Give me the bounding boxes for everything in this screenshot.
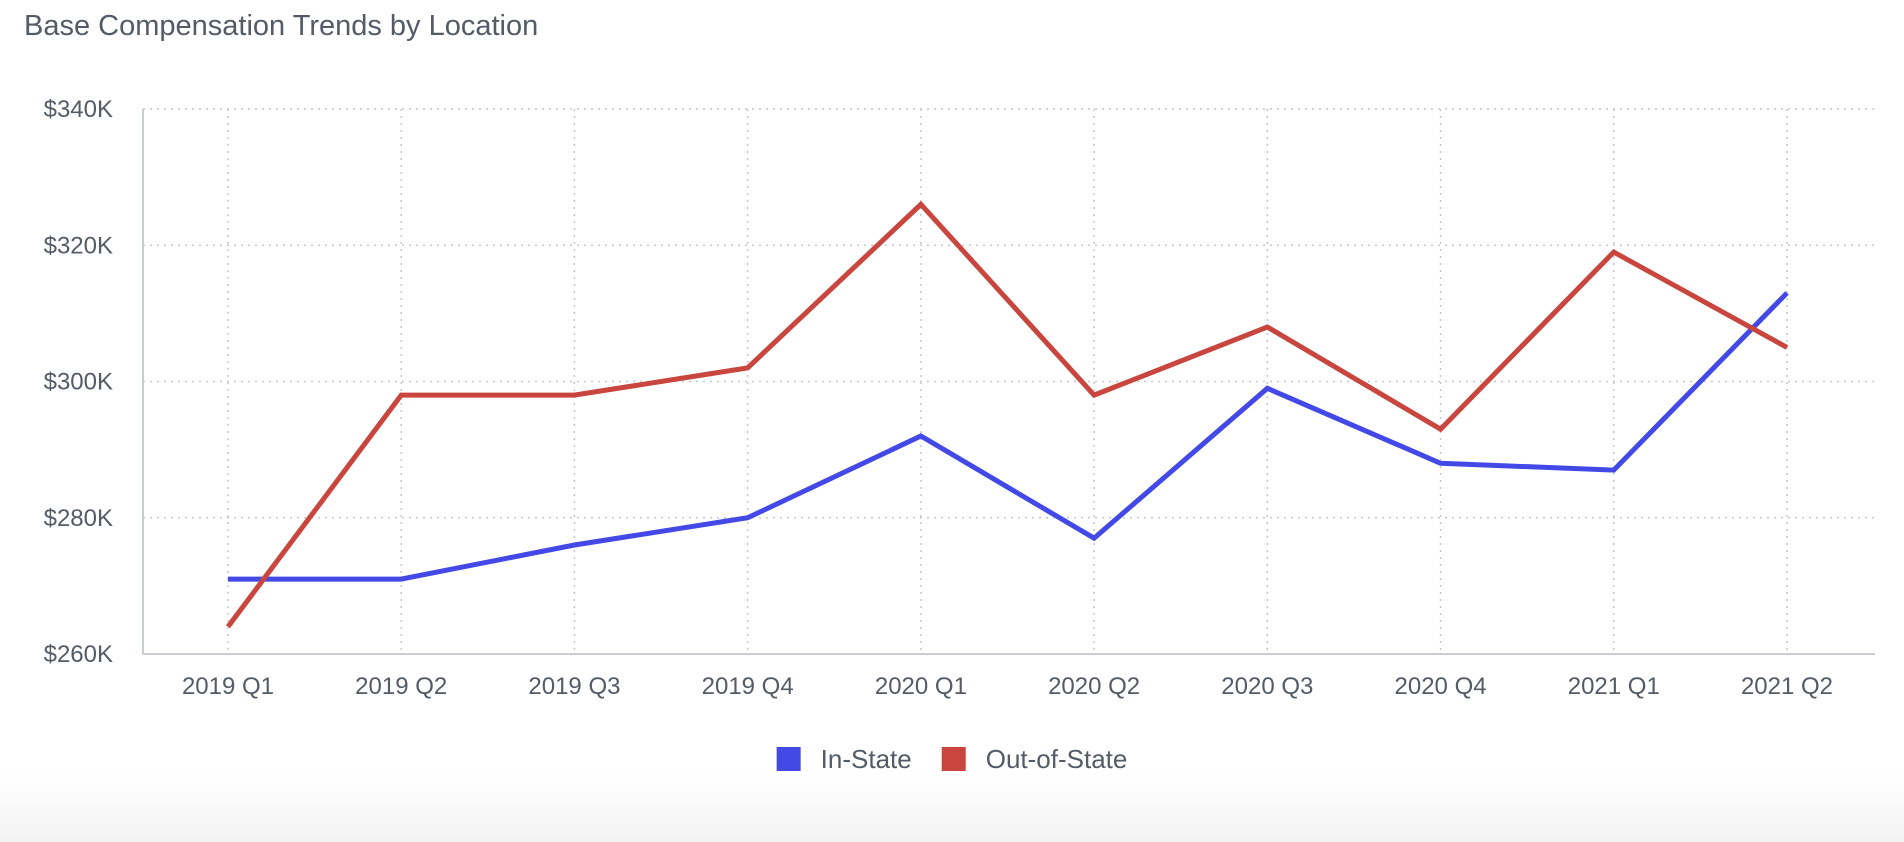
series-line-out-of-state[interactable] xyxy=(225,200,1789,629)
legend-label[interactable]: Out-of-State xyxy=(986,744,1128,774)
legend: In-State Out-of-State xyxy=(776,744,1128,774)
y-tick-label: $320K xyxy=(44,232,113,259)
legend-swatch xyxy=(776,747,801,771)
x-tick-label: 2020 Q1 xyxy=(875,673,967,700)
legend-label[interactable]: In-State xyxy=(821,744,912,774)
y-tick-label: $300K xyxy=(44,369,113,396)
x-tick-label: 2020 Q4 xyxy=(1395,673,1487,700)
x-tick-label: 2021 Q2 xyxy=(1741,673,1833,700)
y-tick-label: $260K xyxy=(44,641,113,668)
series-layer xyxy=(225,200,1789,629)
axis-layer: $260K $280K $300K $320K $340K 2019 Q1 2019 Q2 2… xyxy=(44,96,1875,700)
x-tick-label: 2019 Q3 xyxy=(528,673,620,700)
series-line-in-state[interactable] xyxy=(228,291,1789,582)
x-tick-label: 2019 Q2 xyxy=(355,673,447,700)
x-tick-label: 2019 Q1 xyxy=(182,673,274,700)
grid-layer xyxy=(143,108,1875,654)
x-tick-label: 2020 Q3 xyxy=(1221,673,1313,700)
x-tick-label: 2021 Q1 xyxy=(1568,673,1660,700)
x-tick-label: 2019 Q4 xyxy=(702,673,794,700)
y-tick-label: $340K xyxy=(44,96,113,123)
chart-title: Base Compensation Trends by Location xyxy=(24,10,539,42)
x-tick-label: 2020 Q2 xyxy=(1048,673,1140,700)
y-tick-label: $280K xyxy=(44,505,113,532)
legend-swatch xyxy=(941,747,966,771)
